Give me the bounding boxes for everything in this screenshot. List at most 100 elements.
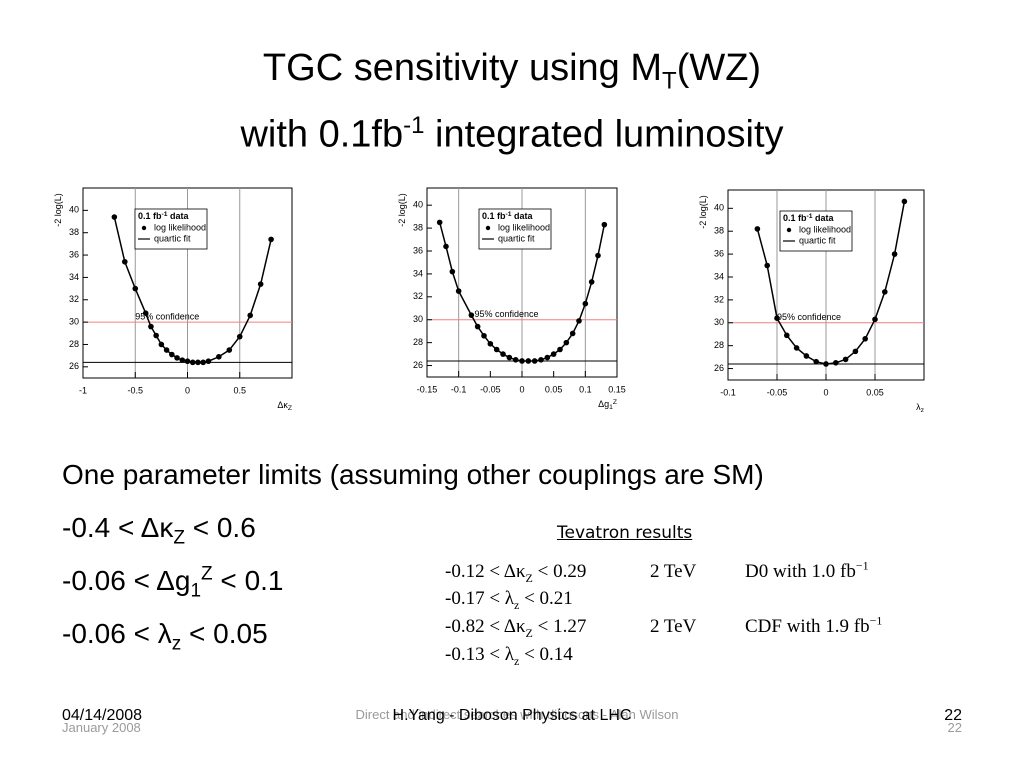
subscript: T [662,67,677,95]
legend-label: log likelihood [498,222,550,232]
superscript: -1 [403,112,425,139]
y-tick-label: 32 [69,294,79,304]
x-tick-label: 0.05 [866,387,884,397]
y-axis-label: -2 log(L) [698,195,708,229]
y-tick-label: 26 [69,361,79,371]
table-cell: D0 with 1.0 fb−1 [745,558,869,583]
subscript: Z [173,527,185,549]
subscript: Z [525,625,533,640]
y-tick-label: 40 [714,203,724,213]
text: -2 log(L) [698,195,708,229]
table-cell: CDF with 1.9 fb−1 [745,613,883,638]
y-tick-label: 28 [714,340,724,350]
text: fb [853,616,870,637]
superscript: Z [613,399,617,406]
y-tick-label: 34 [413,268,423,278]
text: < 0.1 [212,565,284,596]
text: integrated luminosity [424,113,784,156]
text: 0.1 fb [482,211,506,221]
legend-box [779,210,853,252]
legend-swatch [786,227,792,233]
table-cell: -0.13 < λz < 0.14 [445,644,573,668]
superscript: −1 [869,613,883,628]
bullet: -0.4 < ΔκZ < 0.6 [62,505,942,550]
bullet: -0.06 < Δg1Z < 0.1 [62,558,942,603]
text: fb [840,561,856,582]
legend-title: 0.1 fb-1 data [783,213,835,223]
text: data [168,211,190,221]
legend-title: 0.1 fb-1 data [138,211,190,221]
text: < 0.29 [532,561,587,582]
title-line: TGC sensitivity using MT(WZ) [0,46,1024,104]
subscript: z [514,597,520,612]
legend-box [134,208,208,250]
subscript: z [514,653,520,668]
y-tick-label: 32 [714,294,724,304]
text: -0.06 < λ [62,618,172,649]
footer-page: 22 [944,707,962,724]
superscript: -1 [807,213,813,220]
tevatron-heading: Tevatron results [557,523,693,543]
text: Δκ [277,400,288,410]
y-tick-label: 38 [69,227,79,237]
x-tick-label: -0.1 [451,384,467,394]
text: TGC sensitivity using M [262,47,663,89]
text: < 0.14 [519,644,573,665]
y-tick-label: 30 [413,314,423,324]
superscript: −1 [855,558,869,573]
y-axis-label: -2 log(L) [397,193,407,227]
table-cell: -0.82 < ΔκZ < 1.27 [445,616,586,640]
data-point [268,236,274,243]
x-tick-label: 0.15 [608,384,626,394]
x-tick-label: 0.05 [545,384,563,394]
table-cell: 2 TeV [650,561,696,583]
legend-label: log likelihood [154,222,206,232]
subscript: Z [288,405,292,412]
subscript: z [171,633,182,655]
annotation: 95% confidence [135,311,199,321]
text: -2 log(L) [397,193,407,227]
superscript: -1 [506,211,512,218]
fit-line [756,201,906,365]
legend-swatch [141,225,147,231]
x-tick-label: 0.1 [579,384,592,394]
x-axis-label: Δg1Z [598,399,617,410]
y-axis-label: -2 log(L) [53,193,63,227]
y-tick-label: 30 [69,316,79,326]
text: 2 TeV [650,561,697,582]
y-tick-label: 36 [413,245,423,255]
text: CDF with 1.9 [745,616,854,637]
x-tick-label: -0.05 [767,387,788,397]
superscript: Z [201,563,213,585]
x-tick-label: -0.1 [720,387,736,397]
subscript: 1 [190,580,202,602]
text: -0.06 < Δg [62,565,191,596]
y-tick-label: 34 [69,272,79,282]
text: 2 TeV [650,616,697,637]
y-tick-label: 28 [413,337,423,347]
legend-label: quartic fit [799,235,836,245]
x-tick-label: 0 [823,387,828,397]
footer-date-ghost: January 2008 [62,720,141,735]
y-tick-label: 36 [714,248,724,258]
text: -0.17 < λ [445,588,515,609]
text: -2 log(L) [53,193,63,227]
legend-swatch [485,225,491,231]
bullets: One parameter limits (assuming other cou… [62,452,942,664]
y-tick-label: 40 [413,200,423,210]
table-cell: -0.12 < ΔκZ < 0.29 [445,561,587,585]
subscript: Z [525,570,533,585]
x-tick-label: 0 [519,384,524,394]
legend-title: 0.1 fb-1 data [482,211,534,221]
y-tick-label: 38 [714,226,724,236]
x-tick-label: 0 [185,385,190,395]
table-cell: 2 TeV [650,616,696,638]
text: < 0.05 [181,618,268,649]
text: data [813,213,835,223]
table-cell: -0.17 < λz < 0.21 [445,588,573,612]
text: with 0.1fb [240,113,404,156]
text: Δg [598,399,609,409]
y-tick-label: 36 [69,249,79,259]
